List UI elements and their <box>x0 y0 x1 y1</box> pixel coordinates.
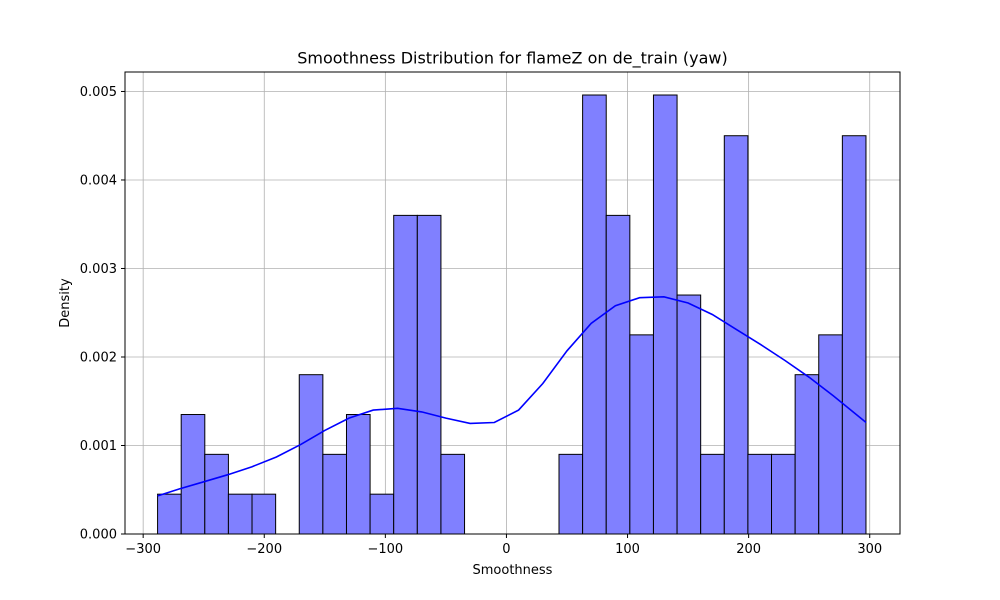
x-axis-ticks: −300 −200 −100 0 100 200 300 <box>125 534 882 557</box>
y-axis-label: Density <box>58 278 73 328</box>
histogram-bar <box>558 453 584 535</box>
x-tick-label: 0 <box>502 542 510 557</box>
x-tick-label: 200 <box>736 542 761 557</box>
histogram-bar <box>605 214 631 535</box>
histogram-bar <box>700 453 725 535</box>
histogram-bar <box>369 493 395 535</box>
histogram-bar <box>818 334 843 535</box>
histogram-bar <box>345 414 371 535</box>
x-tick-label: −300 <box>125 542 161 557</box>
kde-line <box>157 295 867 497</box>
histogram-bar <box>747 453 773 535</box>
x-axis-label: Smoothness <box>473 563 553 578</box>
y-tick-label: 0.004 <box>80 173 117 188</box>
x-tick-label: −100 <box>367 542 403 557</box>
histogram-bar <box>322 453 347 535</box>
y-tick-label: 0.000 <box>80 528 117 543</box>
histogram-bar <box>180 414 206 535</box>
histogram-bar <box>652 94 678 535</box>
histogram-bar <box>794 374 820 535</box>
histogram-bar <box>393 214 418 535</box>
chart-title: Smoothness Distribution for flameZ on de… <box>297 49 728 69</box>
x-tick-label: 300 <box>857 542 882 557</box>
histogram-bar <box>771 453 796 535</box>
histogram-bars <box>157 94 867 535</box>
x-tick-label: 100 <box>615 542 640 557</box>
y-tick-label: 0.001 <box>80 439 117 454</box>
histogram-bar <box>204 453 229 535</box>
histogram-bar <box>440 453 466 535</box>
histogram-bar <box>251 493 277 535</box>
plot-frame <box>124 71 901 535</box>
histogram-bar <box>841 135 867 535</box>
histogram-bar <box>298 374 324 535</box>
y-tick-label: 0.003 <box>80 262 117 277</box>
histogram-bar <box>629 334 654 535</box>
y-tick-label: 0.002 <box>80 350 117 365</box>
histogram-bar <box>157 493 182 535</box>
x-tick-label: −200 <box>246 542 282 557</box>
y-axis-ticks: 0.000 0.001 0.002 0.003 0.004 0.005 <box>80 85 125 543</box>
histogram-bar <box>416 214 442 535</box>
histogram-bar <box>676 294 702 535</box>
histogram-bar <box>227 493 253 535</box>
y-tick-label: 0.005 <box>80 85 117 100</box>
